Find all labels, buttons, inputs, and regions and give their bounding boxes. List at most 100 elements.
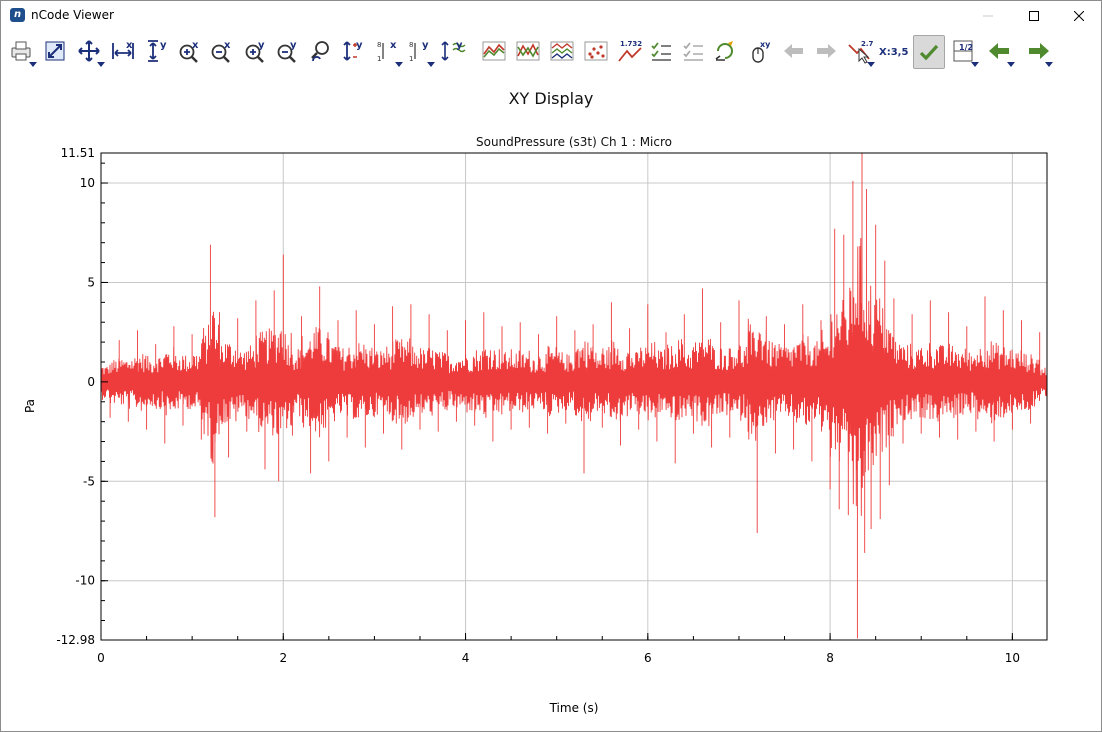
forward-disabled-button[interactable]	[811, 35, 841, 67]
dropdown-arrow-icon[interactable]	[29, 62, 37, 67]
zoom-undo-button[interactable]	[307, 35, 337, 67]
cursor-button[interactable]: 2.7	[845, 35, 875, 67]
window-title: nCode Viewer	[31, 8, 114, 22]
x-scale-button[interactable]: 8 1 x	[373, 35, 403, 67]
svg-text:1.732: 1.732	[620, 40, 642, 48]
y-offset-icon: y	[343, 40, 363, 61]
refresh-edit-icon	[715, 41, 733, 61]
x-scale-icon: 8 1 x	[377, 40, 397, 63]
x-axis-label: Time (s)	[549, 701, 599, 715]
arrow-right-green-icon	[1029, 43, 1049, 59]
fit-y-button[interactable]: y	[143, 35, 173, 67]
ncode-logo-icon: n	[10, 8, 25, 22]
y-tick-label: -10	[75, 574, 95, 588]
next-button[interactable]	[1023, 35, 1053, 67]
y-scale-button[interactable]: 8 1 y	[405, 35, 435, 67]
dropdown-arrow-icon[interactable]	[395, 62, 403, 67]
select-all-button[interactable]	[647, 35, 677, 67]
y-offset-button[interactable]: y	[339, 35, 369, 67]
dropdown-arrow-icon[interactable]	[867, 62, 875, 67]
pan-button[interactable]	[75, 35, 105, 67]
page-fraction-icon: 1/2	[953, 40, 973, 62]
zoom-in-x-button[interactable]: x	[175, 35, 205, 67]
zoom-extents-icon	[45, 41, 65, 61]
x-tick-label: 8	[826, 651, 834, 665]
fit-y-label: y	[160, 40, 167, 51]
minimize-icon	[983, 15, 993, 17]
refresh-button[interactable]	[711, 35, 741, 67]
stacked-button[interactable]	[547, 35, 577, 67]
zoom-in-y-button[interactable]: y	[241, 35, 271, 67]
cross-lines-button[interactable]	[513, 35, 543, 67]
page-button[interactable]: 1/2	[949, 35, 979, 67]
printer-icon	[11, 41, 31, 61]
x-tick-label: 10	[1005, 651, 1020, 665]
display-title: XY Display	[508, 89, 594, 108]
close-icon	[1074, 11, 1084, 21]
zoom-extents-button[interactable]	[41, 35, 71, 67]
checkmark-icon	[919, 44, 939, 61]
dropdown-arrow-icon[interactable]	[1007, 62, 1015, 67]
zoom-out-y-label: y	[290, 40, 297, 51]
maximize-icon	[1029, 11, 1039, 21]
x-tick-label: 2	[279, 651, 287, 665]
zoom-out-y-button[interactable]: y	[273, 35, 303, 67]
zoom-out-x-button[interactable]: x	[207, 35, 237, 67]
svg-text:1: 1	[409, 55, 413, 63]
accept-button[interactable]	[913, 35, 945, 69]
uncheck-list-icon	[683, 42, 703, 61]
series-line[interactable]	[100, 153, 1048, 639]
values-button[interactable]: 1.732 1.732	[615, 35, 645, 67]
dropdown-arrow-icon[interactable]	[1045, 62, 1053, 67]
dropdown-arrow-icon[interactable]	[97, 62, 105, 67]
back-disabled-button[interactable]	[779, 35, 809, 67]
dropdown-arrow-icon[interactable]	[427, 62, 435, 67]
plot-frame	[100, 152, 1048, 641]
x-tick-label: 6	[644, 651, 652, 665]
toolbar: x y x x y y y 8 1 x 8 1 y y 1.732 1.732 xy 2.7 X:3,5 1/2	[5, 35, 1095, 69]
check-list-icon	[651, 42, 671, 61]
chart-title: SoundPressure (s3t) Ch 1 : Micro	[475, 135, 672, 149]
cross-lines-icon	[516, 41, 540, 61]
x-tick-label: 0	[97, 651, 105, 665]
zoom-out-x-icon: x	[211, 40, 231, 63]
svg-text:8: 8	[377, 41, 381, 49]
coordinates-button[interactable]: X:3,5	[877, 35, 908, 67]
y-autoscale-icon: y	[441, 40, 466, 61]
coordinates-label: X:3,5	[879, 47, 908, 58]
overlay-lines-icon	[482, 41, 506, 61]
print-button[interactable]	[7, 35, 37, 67]
y-offset-label: y	[356, 40, 363, 51]
pan-arrows-icon	[78, 40, 100, 62]
dropdown-arrow-icon[interactable]	[971, 62, 979, 67]
zoom-in-y-label: y	[258, 40, 265, 51]
y-scale-auto-button[interactable]: y	[439, 35, 469, 67]
previous-button[interactable]	[985, 35, 1015, 67]
arrow-left-green-icon	[989, 43, 1009, 59]
minimize-button[interactable]	[965, 1, 1011, 31]
y-scale-label: y	[422, 40, 429, 51]
mouse-xy-label: xy	[760, 40, 771, 49]
y-tick-label: 10	[80, 176, 95, 190]
overlay-button[interactable]	[479, 35, 509, 67]
scatter-button[interactable]	[581, 35, 611, 67]
zoom-undo-icon	[311, 41, 329, 62]
select-none-button[interactable]	[679, 35, 709, 67]
title-bar: n nCode Viewer	[1, 1, 1101, 31]
coordinate-text-icon: X:3,5	[879, 47, 908, 58]
zoom-out-x-label: x	[224, 40, 231, 51]
zoom-in-x-icon: x	[179, 40, 199, 63]
y-tick-label: -5	[83, 474, 95, 488]
fit-x-button[interactable]: x	[109, 35, 139, 67]
mouse-xy-icon: xy	[752, 40, 771, 63]
mouse-xy-button[interactable]: xy	[745, 35, 775, 67]
svg-text:8: 8	[409, 41, 413, 49]
y-scale-icon: 8 1 y	[409, 40, 429, 63]
close-button[interactable]	[1056, 1, 1101, 31]
arrow-left-gray-icon	[784, 44, 803, 58]
maximize-button[interactable]	[1011, 1, 1057, 31]
y-tick-label: 5	[87, 275, 95, 289]
